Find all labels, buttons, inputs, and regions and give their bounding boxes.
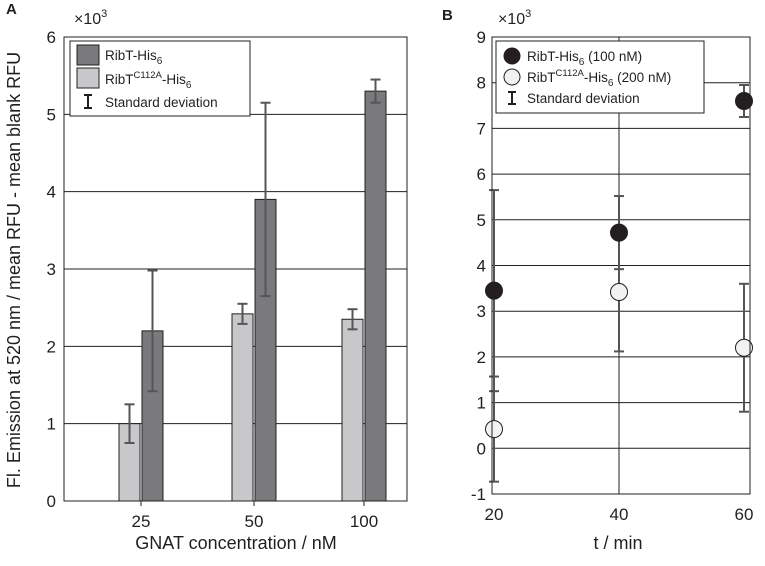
panel-b-plot-frame [491, 36, 751, 495]
panel-b-y-tick-5: 4 [477, 257, 486, 276]
legend-label-ribt-c112a-his6: RibTC112A-His6 [105, 70, 192, 91]
panel-b-points [485, 91, 753, 439]
panel-a-y-tick-4: 4 [47, 183, 56, 202]
panel-a-x-tick-0: 25 [132, 512, 151, 531]
panel-b-label: B [442, 7, 453, 24]
legend-label-ribt-his6-100nm: RibT-His6 (100 nM) [527, 49, 642, 68]
panel-a-legend: RibT-His6 RibTC112A-His6 Standard deviat… [69, 40, 251, 117]
panel-a-y-tick-2: 2 [47, 337, 56, 356]
panel-a-x-tick-2: 100 [350, 512, 378, 531]
point-b-s0-t20 [485, 281, 503, 300]
panel-b-y-tick-1: 0 [477, 439, 486, 458]
panel-a-y-tick-3: 3 [47, 260, 56, 279]
panel-b-x-tick-0: 20 [485, 505, 504, 524]
panel-a: A ×103 0 1 2 3 4 5 6 25 50 100 GNAT concentratio… [4, 1, 408, 553]
panel-a-y-tick-5: 5 [47, 105, 56, 124]
panel-b-x-tick-2: 60 [735, 505, 754, 524]
legend-std-icon-b [508, 91, 516, 105]
panel-b: B ×103 -1 0 1 2 3 4 5 6 7 8 9 20 40 60 t / min RibT-… [442, 7, 753, 553]
panel-b-y-tick-9: 8 [477, 74, 486, 93]
legend-marker-ribt-c112a-200nm [503, 68, 521, 86]
point-b-s0-t60 [735, 91, 753, 110]
panel-b-y-tick-3: 2 [477, 348, 486, 367]
panel-b-y-tick-0: -1 [471, 485, 486, 504]
panel-a-multiplier: ×103 [74, 8, 107, 28]
panel-b-legend-box [495, 40, 705, 114]
panel-a-legend-box [69, 40, 251, 117]
panel-b-legend: RibT-His6 (100 nM) RibTC112A-His6 (200 n… [495, 40, 705, 114]
legend-marker-ribt-his6-100nm [503, 47, 521, 65]
panel-a-y-tick-0: 0 [47, 492, 56, 511]
legend-swatch-ribt-c112a-his6 [76, 67, 100, 89]
panel-a-label: A [6, 1, 17, 18]
panel-a-y-ticks: 0 1 2 3 4 5 6 [47, 28, 56, 511]
panel-a-plot-frame [63, 36, 408, 502]
panel-b-y-tick-7: 6 [477, 165, 486, 184]
panel-a-bars [118, 90, 387, 502]
panel-b-y-ticks: -1 0 1 2 3 4 5 6 7 8 9 [471, 28, 486, 504]
panel-a-x-ticks: 25 50 100 [132, 501, 378, 531]
legend-label-ribt-his6: RibT-His6 [105, 48, 163, 67]
panel-b-multiplier: ×103 [498, 8, 531, 28]
panel-a-y-tick-6: 6 [47, 28, 56, 47]
panel-b-y-tick-4: 3 [477, 302, 486, 321]
legend-std-icon [84, 94, 92, 109]
panel-a-x-tick-1: 50 [245, 512, 264, 531]
point-b-s1-t40 [610, 283, 628, 302]
panel-a-x-axis-label: GNAT concentration / nM [135, 533, 336, 553]
panel-b-x-axis-label: t / min [593, 533, 642, 553]
panel-a-y-tick-1: 1 [47, 415, 56, 434]
bar-100nm-ribt-his6 [364, 90, 387, 502]
panel-b-x-tick-1: 40 [610, 505, 629, 524]
panel-b-y-tick-6: 5 [477, 211, 486, 230]
point-b-s0-t40 [610, 223, 628, 242]
legend-label-std: Standard deviation [105, 95, 218, 110]
legend-label-std-b: Standard deviation [527, 91, 640, 106]
panel-b-y-tick-2: 1 [477, 394, 486, 413]
panel-b-y-tick-8: 7 [477, 119, 486, 138]
bar-100nm-ribt-c112a [341, 318, 364, 502]
legend-swatch-ribt-his6 [76, 44, 100, 66]
panel-a-y-axis-label: Fl. Emission at 520 nm / mean RFU - mean… [4, 52, 24, 488]
panel-b-x-ticks: 20 40 60 [485, 505, 754, 524]
panel-b-y-tick-10: 9 [477, 28, 486, 47]
point-b-s1-t20 [485, 420, 503, 439]
point-b-s1-t60 [735, 338, 753, 357]
panel-a-error-bars [124, 78, 381, 444]
bar-50nm-ribt-c112a [231, 313, 254, 502]
legend-label-ribt-c112a-200nm: RibTC112A-His6 (200 nM) [527, 68, 671, 89]
